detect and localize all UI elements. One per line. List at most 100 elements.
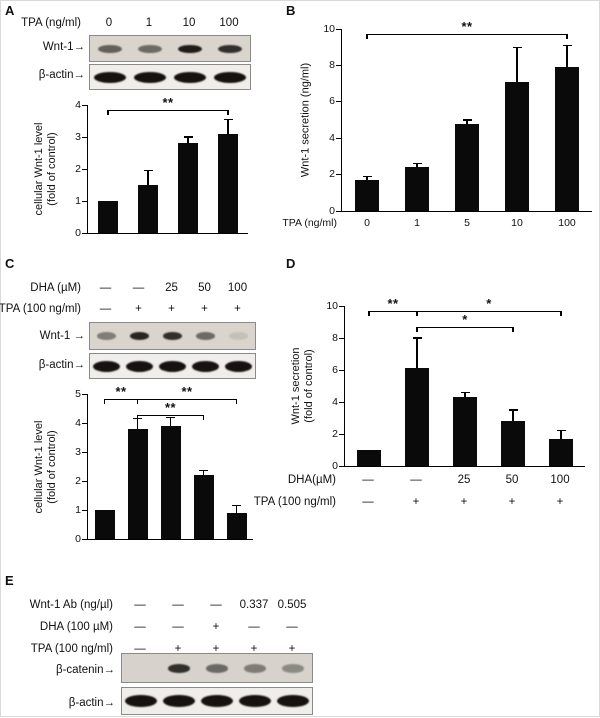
error-bar-cap [223,118,233,120]
y-axis-tick [339,433,345,435]
lane-value: 10 [182,17,196,29]
y-tick-label: 1 [75,503,81,516]
y-axis-tick [82,104,88,106]
data-bar [94,510,115,539]
lane-value: — [362,496,374,508]
data-bar [405,167,429,211]
significance-bracket-tick [366,34,368,39]
y-tick-label: 2 [329,168,335,181]
significance-label: ** [164,400,177,415]
lane-value: — [210,599,222,611]
lane-value: — [134,621,146,633]
protein-band [205,663,229,673]
y-tick-label: 8 [332,331,338,344]
y-tick-label: 5 [75,387,81,400]
y-axis-tick [339,369,345,371]
lane-value: — [172,621,184,633]
y-tick-label: 0 [332,459,338,472]
protein-band [162,332,183,340]
error-bar-stem [202,470,205,476]
lane-row-label: DHA(µM) [287,474,336,486]
data-bar [455,123,479,211]
x-tick-label: 100 [558,217,576,229]
significance-bracket-tick [136,415,139,420]
lane-value: — [134,643,146,655]
y-axis-tick [82,136,88,138]
error-bar-stem [187,137,189,144]
y-axis-title: Wnt-1 secretion (fold of control) [290,347,315,425]
protein-band [173,71,207,83]
panel-e-actin-blot [121,687,313,715]
error-bar-cap [462,119,472,121]
y-tick-label: 10 [323,22,335,35]
lane-value: — [362,474,374,486]
y-tick-label: 0 [75,532,81,545]
lane-row-label: Wnt-1 Ab (ng/µl) [29,599,113,611]
panel-c-wnt1-arrow-label: Wnt-1 → [39,330,85,342]
protein-band [93,71,127,83]
error-bar-cap [166,416,175,418]
y-axis-tick [336,210,342,212]
panel-d-letter: D [286,256,296,271]
panel-a-bar-chart: 0 1 2 3 4 cellular Wnt-1 level (fold of contr… [33,95,248,239]
data-bar [555,67,579,211]
data-bar [226,512,247,539]
lane-value: 25 [457,474,471,486]
panel-a-blot-header: TPA (ng/ml) 0 1 10 100 [21,17,249,35]
lane-value: 25 [165,282,178,294]
y-tick-label: 4 [332,395,338,408]
panel-e-letter: E [5,573,14,588]
significance-bracket-tick [227,110,229,115]
data-bar [138,185,158,233]
significance-bracket-tick [107,110,109,115]
lane-value: — [132,282,145,294]
protein-band [191,360,220,372]
significance-bracket-line [367,34,567,36]
error-bar-cap [143,170,153,172]
y-tick-label: 0 [329,204,335,217]
error-bar-stem [566,45,568,68]
data-bar [501,421,525,466]
lane-value: — [99,303,112,315]
significance-label: ** [115,384,127,399]
protein-band [125,695,157,707]
error-bar-cap [556,430,566,432]
lane-value: + [201,303,208,315]
protein-band [163,695,195,707]
error-bar-stem [227,119,229,134]
y-axis-tick [339,465,345,467]
panel-c: C DHA (µM) — —25 50 100 TPA (100 ng/ml) — + + + + … [0,256,291,556]
y-tick-label: 4 [75,416,81,429]
significance-bracket-tick [368,311,370,316]
protein-band [92,360,121,372]
protein-band [201,695,233,707]
significance-bracket-tick [235,399,238,404]
y-axis-title: cellular Wnt-1 level (fold of control) [33,420,58,513]
protein-band [125,360,154,372]
protein-band [158,360,187,372]
lane-value: + [250,643,258,655]
error-bar-stem [416,163,418,168]
error-bar-cap [562,44,572,46]
y-axis-tick [336,28,342,30]
significance-bracket-tick [560,311,562,316]
panel-b-letter: B [286,3,296,18]
panel-c-bar-chart: 0 1 2 3 4 5 cellular Wnt-1 level (fold of cont… [33,384,253,545]
panel-c-wnt1-blot [89,322,256,350]
lane-row-label: TPA (100 ng/ml) [0,303,81,315]
panel-d-bar-chart: 0 2 4 6 8 10 Wnt-1 secretion (fold of control)… [290,296,585,472]
panel-a-wnt1-arrow-label: Wnt-1→ [42,41,85,53]
x-tick-label: 0 [364,217,370,229]
error-bar-stem [464,392,466,398]
y-tick-label: 6 [332,363,338,376]
significance-bracket-tick [416,311,418,316]
y-axis-tick [82,451,88,453]
panel-a: A TPA (ng/ml) 0 1 10 100 Wnt-1→ β-actin→ 0 1 2… [1,1,291,253]
lane-row-label: DHA (µM) [30,282,81,294]
significance-bracket-tick [136,399,139,404]
protein-band [133,71,167,83]
lane-row-label: TPA (ng/ml) [21,17,81,29]
significance-bracket-line [417,311,561,313]
y-tick-label: 3 [75,445,81,458]
significance-label: * [462,312,468,327]
